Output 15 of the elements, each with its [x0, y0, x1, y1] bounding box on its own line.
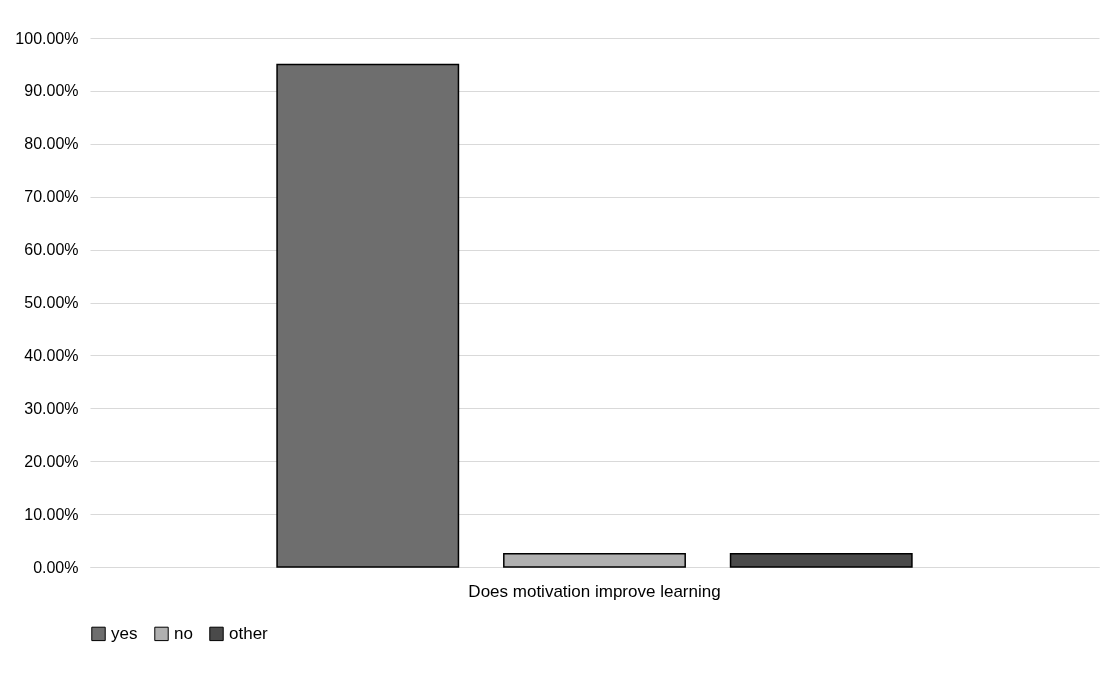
x-tick-label: Does motivation improve learning: [468, 581, 721, 601]
y-tick-label: 90.00%: [24, 82, 79, 100]
legend-label: yes: [111, 623, 138, 643]
y-tick-label: 10.00%: [24, 505, 79, 523]
y-tick-label: 70.00%: [24, 188, 79, 206]
y-tick-label: 50.00%: [24, 294, 79, 311]
y-tick-label: 30.00%: [24, 399, 79, 417]
legend-label: no: [174, 623, 193, 643]
y-tick-label: 40.00%: [24, 346, 79, 364]
legend-label: other: [229, 623, 269, 643]
y-tick-label: 0.00%: [33, 558, 79, 576]
y-tick-label: 60.00%: [24, 241, 79, 259]
y-tick-label: 100.00%: [15, 29, 79, 47]
y-tick-label: 20.00%: [24, 452, 79, 470]
y-tick-label: 80.00%: [24, 135, 79, 153]
